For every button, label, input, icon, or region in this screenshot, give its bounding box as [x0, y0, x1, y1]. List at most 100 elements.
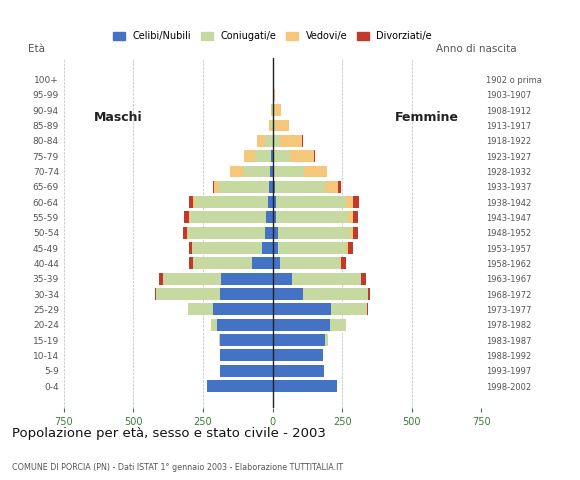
Bar [274, 166, 304, 178]
Bar [265, 135, 273, 147]
Legend: Celibi/Nubili, Coniugati/e, Vedovi/e, Divorziati/e: Celibi/Nubili, Coniugati/e, Vedovi/e, Di… [110, 27, 436, 45]
Bar [211, 319, 217, 331]
Bar [367, 303, 368, 315]
Bar [273, 349, 322, 361]
Bar [187, 227, 188, 239]
Bar [262, 242, 273, 254]
Bar [189, 257, 193, 269]
Bar [329, 319, 346, 331]
Bar [213, 303, 273, 315]
Bar [219, 181, 269, 193]
Bar [159, 273, 162, 285]
Bar [273, 181, 275, 193]
Bar [276, 212, 349, 224]
Bar [340, 257, 342, 269]
Bar [271, 104, 272, 116]
Bar [280, 135, 302, 147]
Bar [353, 196, 360, 208]
Bar [220, 334, 273, 346]
Bar [368, 288, 370, 300]
Text: COMUNE DI PORCIA (PN) - Dati ISTAT 1° gennaio 2003 - Elaborazione TUTTITALIA.IT: COMUNE DI PORCIA (PN) - Dati ISTAT 1° ge… [12, 463, 343, 472]
Bar [217, 319, 273, 331]
Text: Anno di nascita: Anno di nascita [436, 44, 517, 54]
Bar [193, 242, 262, 254]
Bar [273, 166, 274, 178]
Bar [342, 257, 346, 269]
Bar [273, 120, 275, 132]
Bar [193, 257, 252, 269]
Bar [188, 242, 193, 254]
Bar [280, 257, 340, 269]
Bar [271, 120, 273, 132]
Bar [338, 181, 340, 193]
Bar [266, 212, 273, 224]
Text: Popolazione per età, sesso e stato civile - 2003: Popolazione per età, sesso e stato civil… [12, 427, 325, 440]
Bar [162, 273, 221, 285]
Bar [273, 319, 329, 331]
Bar [188, 303, 213, 315]
Bar [273, 227, 278, 239]
Bar [270, 166, 273, 178]
Bar [189, 196, 193, 208]
Bar [273, 303, 331, 315]
Bar [290, 150, 314, 162]
Bar [195, 196, 267, 208]
Bar [155, 288, 220, 300]
Bar [325, 181, 338, 193]
Bar [193, 196, 195, 208]
Bar [273, 73, 274, 85]
Bar [243, 166, 270, 178]
Bar [273, 135, 280, 147]
Bar [245, 150, 255, 162]
Bar [188, 227, 265, 239]
Bar [271, 150, 273, 162]
Bar [275, 181, 325, 193]
Bar [273, 380, 336, 392]
Bar [265, 227, 273, 239]
Text: Femmine: Femmine [395, 111, 459, 124]
Bar [207, 380, 273, 392]
Bar [273, 150, 274, 162]
Bar [273, 334, 325, 346]
Bar [221, 273, 273, 285]
Bar [214, 181, 219, 193]
Bar [331, 303, 367, 315]
Bar [353, 212, 358, 224]
Bar [219, 334, 220, 346]
Bar [252, 257, 273, 269]
Bar [325, 334, 328, 346]
Bar [230, 166, 243, 178]
Bar [273, 196, 276, 208]
Bar [273, 104, 281, 116]
Bar [346, 242, 348, 254]
Bar [353, 227, 358, 239]
Bar [255, 150, 271, 162]
Bar [275, 120, 289, 132]
Bar [220, 365, 273, 377]
Bar [350, 227, 353, 239]
Bar [269, 120, 271, 132]
Bar [303, 288, 368, 300]
Bar [292, 273, 361, 285]
Bar [190, 212, 266, 224]
Bar [257, 135, 265, 147]
Bar [278, 242, 346, 254]
Bar [273, 365, 324, 377]
Bar [273, 242, 278, 254]
Text: Maschi: Maschi [94, 111, 143, 124]
Bar [273, 257, 280, 269]
Bar [220, 349, 273, 361]
Bar [273, 288, 303, 300]
Bar [267, 196, 273, 208]
Bar [273, 273, 292, 285]
Bar [276, 196, 346, 208]
Bar [183, 227, 187, 239]
Bar [273, 89, 275, 101]
Bar [361, 273, 366, 285]
Bar [213, 181, 214, 193]
Bar [278, 227, 350, 239]
Bar [349, 212, 353, 224]
Bar [273, 212, 276, 224]
Bar [184, 212, 189, 224]
Bar [348, 242, 353, 254]
